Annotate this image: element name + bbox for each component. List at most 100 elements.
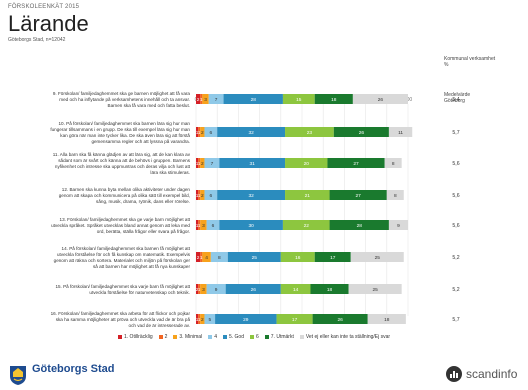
bar-value-label: 25 [252, 255, 258, 261]
city-crest-icon [10, 366, 26, 385]
bar-segment [227, 252, 281, 262]
vendor-logo: scandinfo [446, 366, 517, 382]
bar-value-label: 1 [200, 97, 203, 103]
bar-value-label: 31 [250, 161, 256, 167]
bar-value-label: 18 [331, 97, 337, 103]
city-name: Göteborgs Stad [32, 363, 115, 375]
category-label: utveckla språket. Språket utvecklas blan… [51, 222, 190, 228]
bar-segment [285, 190, 330, 200]
bar-value-label: 29 [243, 317, 249, 323]
category-label: 14. På förskolan/ familjedaghemmet ska b… [62, 245, 191, 251]
legend-item: Vet ej eller kan inte ta ställning/Ej sv… [299, 334, 390, 340]
bar-segment [200, 158, 205, 168]
legend-item: 4 [208, 334, 217, 340]
bar-value-label: 2 [201, 317, 204, 323]
legend-swatch [118, 335, 122, 339]
bar-value-label: 9 [397, 223, 400, 229]
bar-value-label: 3 [202, 287, 205, 293]
bar-segment [198, 158, 201, 168]
bar-value-label: 4 [205, 255, 208, 261]
category-label: sådant som är svårt och känna att de beh… [58, 157, 190, 163]
bar-value-label: 17 [292, 317, 298, 323]
bar-segment [204, 158, 220, 168]
average-header: Medelvärde Göteborg [444, 92, 514, 104]
bar-segment [285, 127, 334, 137]
bar-segment [200, 127, 205, 137]
bar-segment [198, 284, 201, 294]
bar-value-label: 14 [293, 287, 299, 293]
bar-value-label: 1 [198, 161, 201, 167]
bar-value-label: 26 [337, 317, 343, 323]
legend-swatch [158, 335, 163, 339]
bar-segment [367, 314, 406, 324]
bar-value-label: 18 [327, 287, 333, 293]
bar-segment [198, 220, 201, 230]
legend-item: 1. Otillräcklig [118, 334, 153, 340]
category-label: 15. På förskolan/ familjedaghemmet ska v… [55, 283, 190, 289]
bar-value-label: 9 [215, 287, 218, 293]
bar-segment [200, 252, 203, 262]
bar-segment [196, 284, 199, 294]
bar-value-label: 8 [394, 193, 397, 199]
subtitle: Göteborgs Stad, n=12042 [8, 37, 66, 43]
bar-value-label: 16 [295, 255, 301, 261]
bar-segment [196, 94, 201, 104]
bar-segment [386, 190, 404, 200]
bar-segment [280, 252, 315, 262]
average-value: 5,7 [452, 130, 459, 136]
bar-value-label: 2 [201, 193, 204, 199]
bar-value-label: 1 [196, 223, 199, 229]
category-label: ord, berätta, ställa frågor eller svara … [97, 228, 190, 234]
bar-value-label: 20 [304, 161, 310, 167]
vendor-name: scandinfo [466, 367, 518, 381]
bar-value-label: 7 [215, 97, 218, 103]
bar-segment [200, 220, 207, 230]
bar-segment [312, 314, 368, 324]
category-label: genom att skapa och kommunicera på olika… [59, 192, 190, 198]
bar-value-label: 25 [372, 287, 378, 293]
legend-swatch [250, 335, 254, 339]
kommunal-unit: % [444, 62, 449, 68]
bar-segment [200, 94, 203, 104]
bar-segment [285, 158, 328, 168]
bar-segment [310, 284, 349, 294]
legend-item: 2 [158, 334, 167, 340]
category-label: kan göra när man inte tycker lika. De sk… [60, 132, 190, 138]
bar-value-label: 6 [210, 193, 213, 199]
bar-segment [333, 127, 389, 137]
bar-value-label: 32 [248, 130, 254, 136]
bar-segment [350, 252, 404, 262]
bar-value-label: 1 [200, 255, 203, 261]
category-label: och vad de är intresserade av. [129, 323, 190, 328]
bar-value-label: 3 [202, 223, 205, 229]
bar-segment [280, 284, 311, 294]
bar-value-label: 30 [248, 223, 254, 229]
bar-value-label: 1 [196, 317, 199, 323]
bar-segment [204, 127, 218, 137]
bar-value-label: 28 [357, 223, 363, 229]
average-header-line1: Medelvärde [444, 92, 471, 98]
bar-value-label: 1 [196, 130, 199, 136]
bar-segment [329, 220, 389, 230]
bar-value-label: 28 [251, 97, 257, 103]
bar-value-label: 2 [197, 255, 200, 261]
x-tick-label: 100 [404, 97, 413, 103]
legend-swatch [222, 335, 227, 339]
category-label: utveckla förståelse för naturvetenskap o… [89, 289, 190, 295]
bar-segment [225, 284, 281, 294]
legend-item: 7. Utmärkt [264, 334, 294, 340]
bar-segment [219, 158, 286, 168]
legend-label: 1. Otillräcklig [124, 334, 153, 340]
average-header-line2: Göteborg [444, 98, 465, 104]
bar-segment [210, 252, 228, 262]
kommunal-header: Kommunal verksamhet % [444, 56, 524, 68]
average-value: 5,7 [452, 317, 459, 323]
bar-segment [196, 190, 199, 200]
bar-segment [204, 314, 216, 324]
category-label: sång, musik, drama, rytmik, dans eller r… [96, 198, 190, 204]
bar-value-label: 1 [196, 193, 199, 199]
bar-value-label: 8 [392, 161, 395, 167]
bar-segment [196, 158, 199, 168]
legend-label: 5. God [228, 334, 244, 340]
